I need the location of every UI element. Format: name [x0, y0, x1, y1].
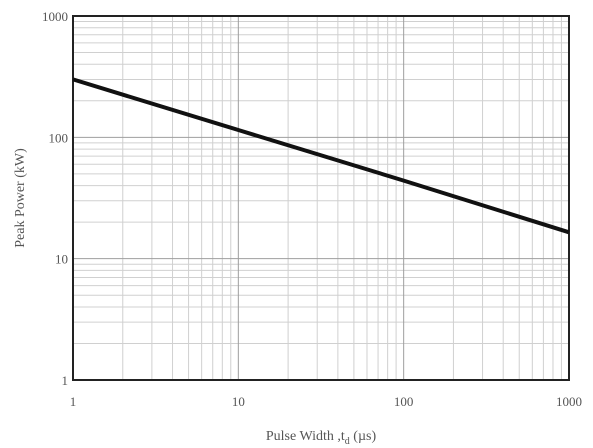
x-axis-title-main: Pulse Width ,t [266, 429, 345, 444]
minor-gridlines [73, 16, 569, 380]
y-axis-title: Peak Power (kW) [13, 148, 28, 248]
series-layer [72, 77, 570, 235]
y-tick-label: 1 [62, 373, 69, 388]
x-tick-labels: 1 10 100 1000 [70, 394, 582, 409]
x-tick-label: 1000 [556, 394, 582, 409]
series-line-1 [72, 77, 570, 235]
y-tick-label: 1000 [42, 9, 68, 24]
x-tick-label: 10 [232, 394, 245, 409]
major-gridlines [73, 16, 569, 380]
y-tick-label: 10 [55, 252, 68, 267]
x-tick-label: 100 [394, 394, 414, 409]
y-tick-label: 100 [49, 130, 69, 145]
x-axis-title: Pulse Width ,td (µs) [266, 429, 377, 447]
x-axis-title-unit: (µs) [350, 429, 377, 444]
x-axis-title-subscript: d [345, 436, 350, 447]
x-tick-label: 1 [70, 394, 77, 409]
y-tick-labels: 1 10 100 1000 [42, 9, 68, 388]
plot-frame [72, 15, 570, 381]
